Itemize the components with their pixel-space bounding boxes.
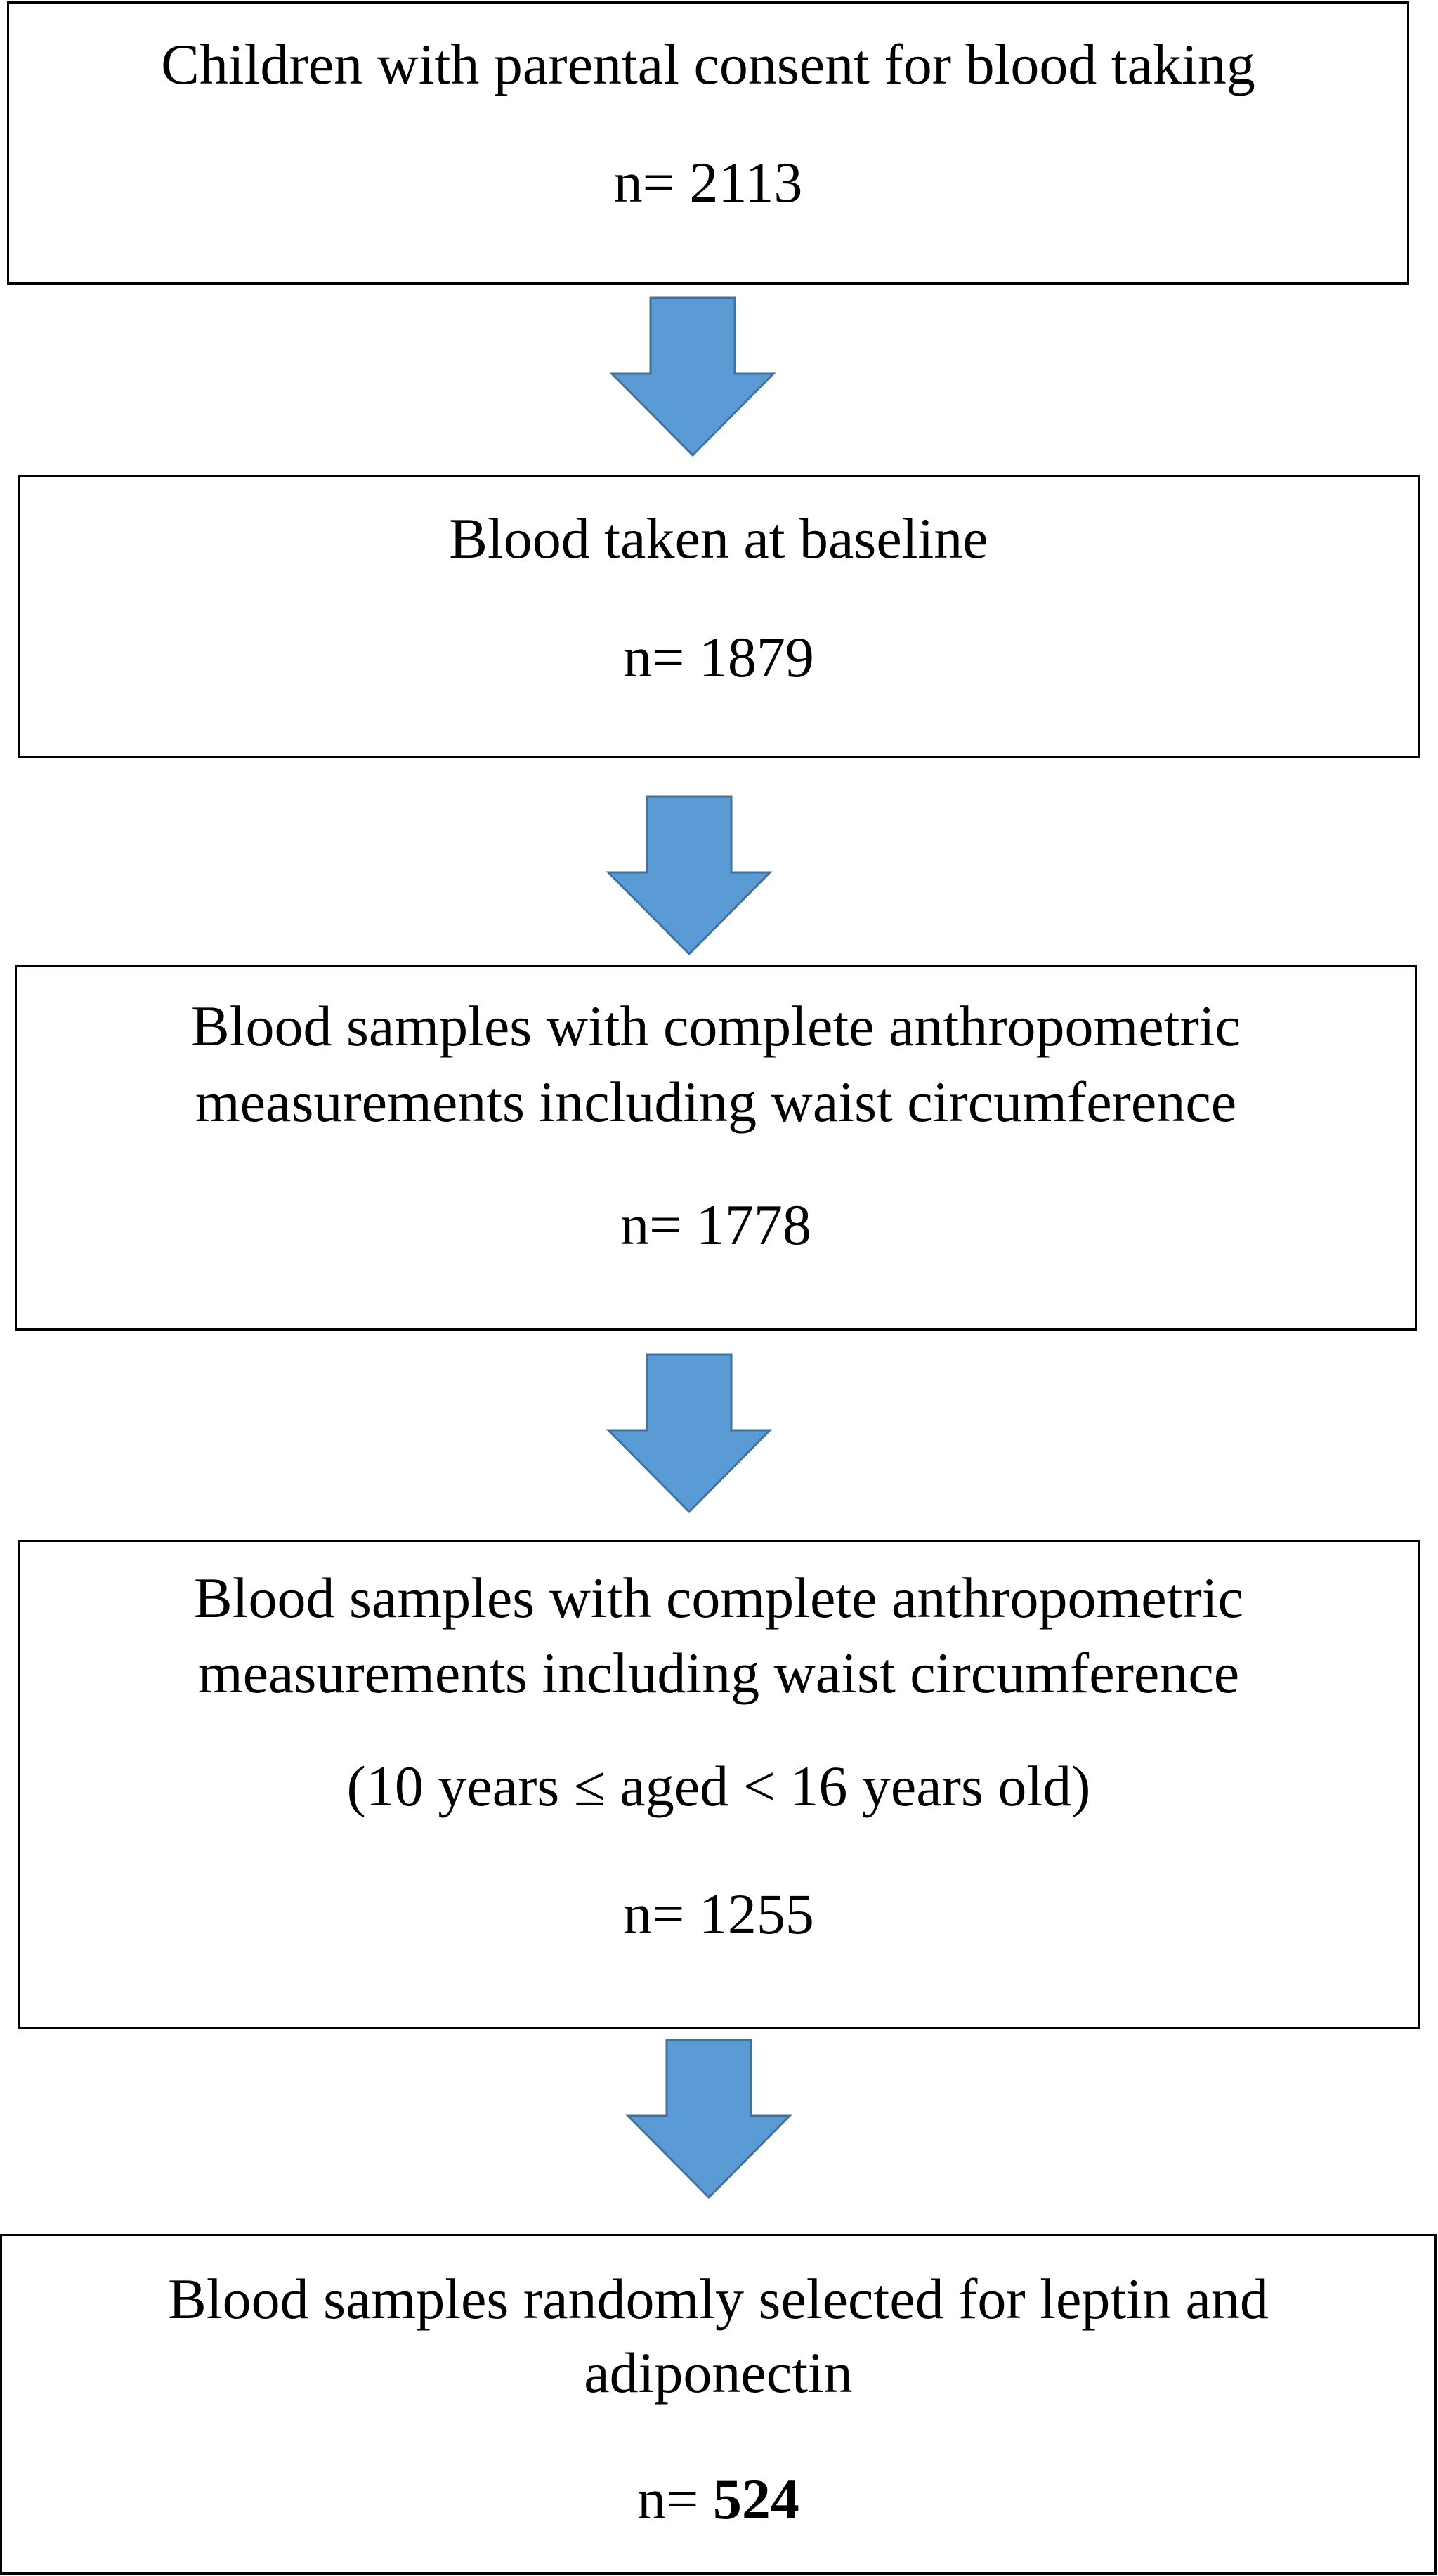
count-prefix: n= bbox=[637, 2467, 713, 2531]
step-count: n= 1255 bbox=[20, 1879, 1418, 1949]
flowchart-box-baseline: Blood taken at baseline n= 1879 bbox=[18, 475, 1420, 758]
step-count: n= 1778 bbox=[17, 1190, 1415, 1260]
count-value: 1879 bbox=[698, 625, 814, 689]
count-prefix: n= bbox=[613, 150, 690, 214]
step-text-line: Blood samples with complete anthropometr… bbox=[191, 994, 1241, 1058]
count-value: 1255 bbox=[698, 1882, 814, 1946]
step-text-line: Children with parental consent for blood… bbox=[161, 32, 1255, 96]
step-text-line: adiponectin bbox=[584, 2341, 853, 2405]
count-prefix: n= bbox=[620, 1193, 696, 1257]
flowchart-box-consent: Children with parental consent for blood… bbox=[7, 1, 1409, 285]
step-count: n= 1879 bbox=[20, 622, 1418, 693]
flowchart-box-age-range: Blood samples with complete anthropometr… bbox=[18, 1540, 1420, 2029]
count-prefix: n= bbox=[623, 1882, 699, 1946]
flowchart-box-anthropometric: Blood samples with complete anthropometr… bbox=[15, 965, 1417, 1331]
count-prefix: n= bbox=[623, 625, 699, 689]
count-value: 524 bbox=[712, 2467, 799, 2531]
step-count: n= 524 bbox=[2, 2464, 1434, 2535]
step-text-line: (10 years ≤ aged < 16 years old) bbox=[346, 1754, 1091, 1818]
count-value: 2113 bbox=[689, 150, 803, 214]
down-arrow-icon bbox=[605, 1353, 773, 1515]
down-arrow-icon bbox=[625, 2039, 793, 2200]
down-arrow-icon bbox=[608, 296, 777, 458]
step-text-line: measurements including waist circumferen… bbox=[197, 1641, 1240, 1705]
step-text-line: Blood samples with complete anthropometr… bbox=[194, 1566, 1243, 1630]
step-count: n= 2113 bbox=[9, 148, 1407, 218]
step-text-line: measurements including waist circumferen… bbox=[195, 1070, 1237, 1134]
step-text-line: Blood taken at baseline bbox=[449, 506, 988, 570]
step-text-line: Blood samples randomly selected for lept… bbox=[168, 2267, 1269, 2331]
count-value: 1778 bbox=[695, 1193, 811, 1257]
flowchart-box-random-selection: Blood samples randomly selected for lept… bbox=[0, 2234, 1437, 2575]
down-arrow-icon bbox=[605, 795, 773, 957]
